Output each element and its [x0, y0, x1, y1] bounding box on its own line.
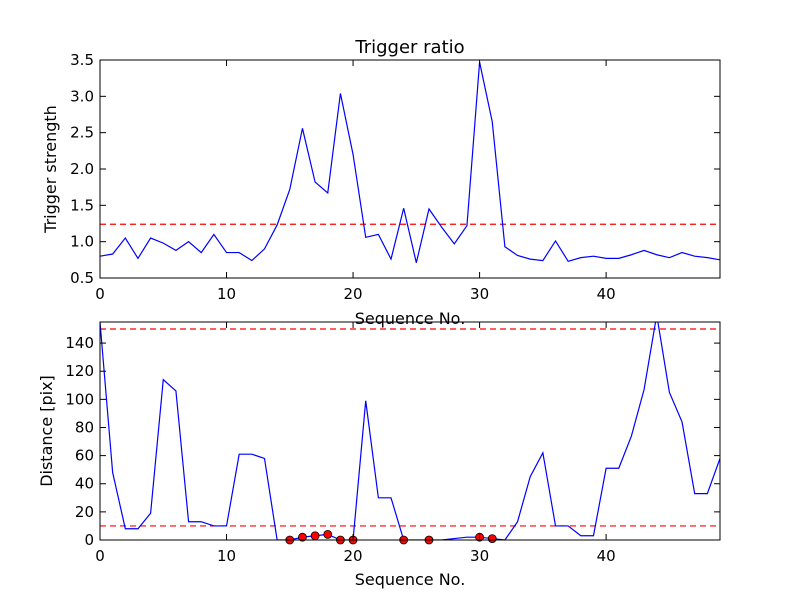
top-y-tick-label: 1.0 [70, 233, 94, 251]
top-axis-ticks: 0 10 20 30 40 0.5 1.0 1.5 2.0 2.5 3.0 3.5 [70, 51, 720, 303]
top-y-tick-label: 2.0 [70, 160, 94, 178]
top-plot-area [100, 62, 720, 263]
bottom-x-tick-label: 0 [95, 547, 105, 565]
top-x-tick-label: 0 [95, 285, 105, 303]
bottom-marker-point [323, 529, 333, 539]
bottom-x-tick-label: 40 [597, 547, 616, 565]
bottom-y-axis-label: Distance [pix] [37, 375, 56, 487]
top-y-axis-label: Trigger strength [41, 105, 60, 234]
top-y-tick-label: 0.5 [70, 269, 94, 287]
top-y-tick-label: 2.5 [70, 124, 94, 142]
top-y-tick-label: 1.5 [70, 196, 94, 214]
top-x-tick-label: 40 [597, 285, 616, 303]
bottom-y-tick-label: 20 [75, 503, 94, 521]
top-chart-title: Trigger ratio [354, 37, 464, 58]
bottom-chart: 0 10 20 30 40 0 20 40 60 80 100 120 140 Sequence No.… [37, 321, 721, 589]
bottom-x-tick-label: 20 [344, 547, 363, 565]
top-y-tick-label: 3.5 [70, 51, 94, 69]
top-chart: Trigger ratio 0 10 20 30 40 0.5 1.0 1.5 2.0 2.5 3.… [41, 37, 721, 328]
bottom-axes-frame [99, 321, 721, 541]
bottom-marker-point [487, 534, 497, 543]
top-x-tick-label: 10 [217, 285, 236, 303]
bottom-y-tick-label: 0 [84, 531, 94, 549]
bottom-x-tick-label: 30 [470, 547, 489, 565]
bottom-plot-area [100, 322, 720, 545]
top-x-tick-label: 20 [344, 285, 363, 303]
bottom-y-tick-label: 60 [75, 447, 94, 465]
bottom-x-tick-label: 10 [217, 547, 236, 565]
bottom-x-axis-label: Sequence No. [355, 570, 466, 589]
bottom-y-tick-label: 140 [65, 334, 94, 352]
bottom-marker-point [310, 531, 320, 541]
bottom-series-line-0 [100, 322, 720, 540]
bottom-y-tick-label: 100 [65, 390, 94, 408]
bottom-y-tick-label: 120 [65, 362, 94, 380]
bottom-marker-point [298, 532, 307, 542]
top-x-axis-label: Sequence No. [355, 309, 466, 328]
bottom-y-tick-label: 40 [75, 475, 94, 493]
top-x-tick-label: 30 [470, 285, 489, 303]
top-series-line-0 [100, 62, 720, 263]
bottom-y-tick-label: 80 [75, 418, 94, 436]
bottom-axis-ticks: 0 10 20 30 40 0 20 40 60 80 100 120 140 [65, 322, 720, 565]
top-y-tick-label: 3.0 [70, 87, 94, 105]
